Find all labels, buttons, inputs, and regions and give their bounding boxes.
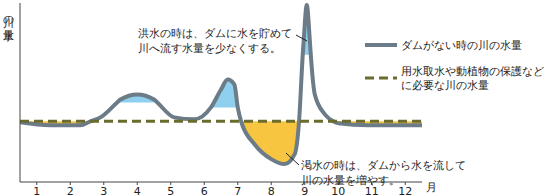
html-text:渇水の時は、ダムから水を流して: 渇水の時は、ダムから水を流して bbox=[301, 159, 466, 171]
svg-text:10: 10 bbox=[331, 185, 345, 196]
html-text:洪水の時は、ダムに水を貯めて: 洪水の時は、ダムに水を貯めて bbox=[138, 27, 292, 39]
svg-text:7: 7 bbox=[234, 185, 241, 196]
html-text:月: 月 bbox=[426, 181, 437, 194]
svg-text:6: 6 bbox=[201, 185, 208, 196]
svg-text:2: 2 bbox=[67, 185, 74, 196]
svg-text:9: 9 bbox=[301, 185, 308, 196]
svg-text:4: 4 bbox=[134, 185, 141, 196]
svg-text:8: 8 bbox=[268, 185, 275, 196]
html-text:用水取水や動植物の保護などに必要な川の水量: 用水取水や動植物の保護などに必要な川の水量 bbox=[401, 65, 544, 91]
svg-text:5: 5 bbox=[167, 185, 174, 196]
html-text:川の水量を増やす。: 川の水量を増やす。 bbox=[301, 174, 400, 186]
html-text:ダムがない時の川の水量: ダムがない時の川の水量 bbox=[401, 39, 522, 51]
svg-text:3: 3 bbox=[100, 185, 107, 196]
html-text:川の水量: 川の水量 bbox=[2, 8, 15, 21]
svg-text:11: 11 bbox=[365, 185, 379, 196]
svg-text:12: 12 bbox=[398, 185, 412, 196]
html-text:川へ流す水量を少なくする。: 川へ流す水量を少なくする。 bbox=[138, 42, 281, 54]
svg-text:1: 1 bbox=[33, 185, 40, 196]
